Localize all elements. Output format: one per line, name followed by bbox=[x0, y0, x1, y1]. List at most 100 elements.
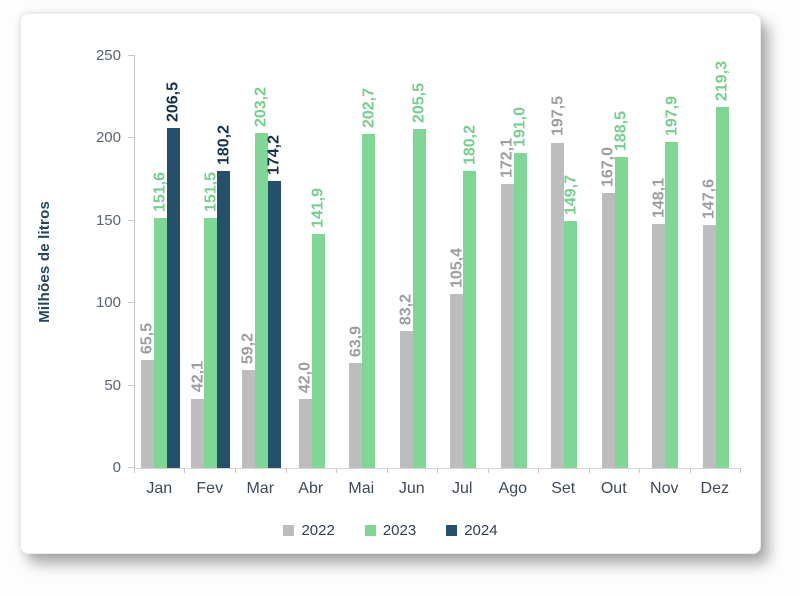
x-axis-label-abr: Abr bbox=[298, 480, 324, 497]
bar-2023: 188,5 bbox=[613, 111, 630, 468]
plot-area: 65,5 151,6 206,5 42,1 151,5 180,2 59,2 203,2 174… bbox=[96, 47, 741, 476]
bar-2024: 180,2 bbox=[215, 125, 232, 468]
x-tick-mark bbox=[234, 468, 236, 473]
bar-group: 147,6 219,3 bbox=[691, 56, 742, 468]
x-axis-label-out: Out bbox=[600, 480, 627, 497]
x-axis-label-ago: Ago bbox=[498, 480, 527, 497]
bar-2023: 191,0 bbox=[512, 107, 529, 468]
x-axis-label-jul: Jul bbox=[452, 480, 473, 497]
bar-2023: 141,9 bbox=[310, 188, 327, 468]
bar-group: 148,1 197,9 bbox=[640, 56, 691, 468]
y-tick-label: 250 bbox=[95, 47, 121, 64]
bar-2024: 174,2 bbox=[266, 135, 283, 468]
x-tick-mark bbox=[386, 468, 388, 473]
bar-value-label: 219,3 bbox=[713, 60, 731, 101]
bar-value-label: 105,4 bbox=[448, 248, 466, 289]
x-tick-mark bbox=[335, 468, 337, 473]
bar-value-label: 148,1 bbox=[650, 177, 668, 218]
x-axis-label-mar: Mar bbox=[246, 480, 275, 497]
bar-value-label: 191,0 bbox=[511, 107, 529, 148]
y-tick-label: 0 bbox=[112, 459, 121, 476]
bar-2023: 202,7 bbox=[360, 88, 377, 468]
y-tick-mark bbox=[128, 467, 135, 468]
chart-card: Milhões de litros 65,5 151,6 206,5 42,1 151,… bbox=[20, 13, 761, 554]
bar-value-label: 42,0 bbox=[296, 361, 314, 393]
bar-2022: 65,5 bbox=[139, 323, 156, 468]
x-tick-mark bbox=[689, 468, 691, 473]
x-axis-label-dez: Dez bbox=[700, 480, 729, 497]
x-tick-mark bbox=[285, 468, 287, 473]
x-axis-label-jun: Jun bbox=[398, 480, 425, 497]
y-axis-title-wrap: Milhões de litros bbox=[31, 56, 57, 468]
bar-value-label: 141,9 bbox=[309, 188, 327, 229]
bar-value-label: 205,5 bbox=[410, 83, 428, 124]
bar-value-label: 180,2 bbox=[461, 124, 479, 166]
x-tick-mark bbox=[537, 468, 539, 473]
y-tick-label: 150 bbox=[95, 211, 121, 229]
bar-value-label: 83,2 bbox=[397, 293, 415, 325]
bar-value-label: 188,5 bbox=[612, 111, 630, 152]
bar-2023: 197,9 bbox=[663, 96, 680, 468]
bar-value-label: 167,0 bbox=[599, 146, 617, 187]
bar-value-label: 197,5 bbox=[549, 96, 567, 137]
x-tick-mark bbox=[437, 468, 438, 473]
bar-2022: 197,5 bbox=[549, 96, 566, 468]
legend-item-2022: 2022 bbox=[283, 522, 335, 539]
bar-2023: 151,6 bbox=[152, 172, 169, 468]
y-tick-label: 50 bbox=[104, 376, 121, 394]
legend-label-2022: 2022 bbox=[301, 522, 335, 539]
legend-swatch-2024 bbox=[446, 525, 458, 536]
bar-2024: 206,5 bbox=[165, 82, 182, 468]
legend: 2022 2023 2024 bbox=[21, 522, 760, 539]
y-tick-mark bbox=[128, 219, 135, 221]
bar-value-label: 42,1 bbox=[189, 361, 207, 393]
x-tick-mark bbox=[134, 468, 135, 473]
legend-swatch-2022 bbox=[283, 525, 295, 536]
bar-value-label: 203,2 bbox=[252, 87, 270, 128]
bar-value-label: 202,7 bbox=[360, 87, 378, 128]
x-tick-mark bbox=[740, 468, 741, 473]
bar-value-label: 180,2 bbox=[215, 124, 233, 166]
legend-item-2024: 2024 bbox=[446, 522, 498, 539]
legend-label-2023: 2023 bbox=[382, 522, 417, 539]
bar-value-label: 151,5 bbox=[202, 172, 220, 213]
bar-2022: 42,0 bbox=[297, 362, 314, 468]
bar-2022: 59,2 bbox=[240, 333, 257, 468]
bar-value-label: 59,2 bbox=[239, 333, 257, 365]
bar-group: 65,5 151,6 206,5 bbox=[135, 56, 186, 468]
y-axis-title: Milhões de litros bbox=[35, 201, 53, 323]
legend-item-2023: 2023 bbox=[364, 522, 417, 539]
bar-groups: 65,5 151,6 206,5 42,1 151,5 180,2 59,2 203,2 174… bbox=[135, 56, 741, 468]
y-tick-mark bbox=[128, 55, 135, 56]
y-tick-mark bbox=[128, 384, 135, 386]
bar-group: 83,2 205,5 bbox=[388, 56, 439, 468]
bar-2022: 83,2 bbox=[398, 294, 415, 468]
x-axis-label-set: Set bbox=[551, 480, 576, 497]
x-tick-mark bbox=[588, 468, 590, 473]
bar-2022: 167,0 bbox=[600, 147, 617, 468]
bar-2022: 172,1 bbox=[499, 138, 516, 468]
bar-2022: 105,4 bbox=[448, 248, 465, 468]
x-axis-label-fev: Fev bbox=[196, 480, 224, 497]
x-axis-label-mai: Mai bbox=[348, 480, 375, 497]
x-tick-mark bbox=[639, 468, 640, 473]
bar-value-label: 63,9 bbox=[347, 325, 365, 357]
bar-2022: 63,9 bbox=[347, 326, 364, 468]
bar-2023: 151,5 bbox=[202, 172, 219, 468]
y-tick-label: 200 bbox=[95, 129, 121, 147]
bar-group: 167,0 188,5 bbox=[590, 56, 641, 468]
bar-value-label: 65,5 bbox=[138, 322, 156, 355]
bar-value-label: 149,7 bbox=[562, 175, 580, 216]
bar-2022: 147,6 bbox=[701, 179, 718, 468]
y-tick-mark bbox=[128, 302, 135, 304]
x-tick-mark bbox=[487, 468, 489, 473]
bar-value-label: 174,2 bbox=[265, 134, 283, 175]
bar-group: 42,1 151,5 180,2 bbox=[186, 56, 237, 468]
bar-value-label: 151,6 bbox=[151, 172, 169, 213]
bar-group: 42,0 141,9 bbox=[287, 56, 338, 468]
x-tick-mark bbox=[184, 468, 186, 473]
bar-value-label: 147,6 bbox=[700, 178, 718, 219]
x-axis-label-nov: Nov bbox=[650, 480, 679, 497]
bar-group: 105,4 180,2 bbox=[438, 56, 489, 468]
bar-2023: 180,2 bbox=[461, 125, 478, 468]
